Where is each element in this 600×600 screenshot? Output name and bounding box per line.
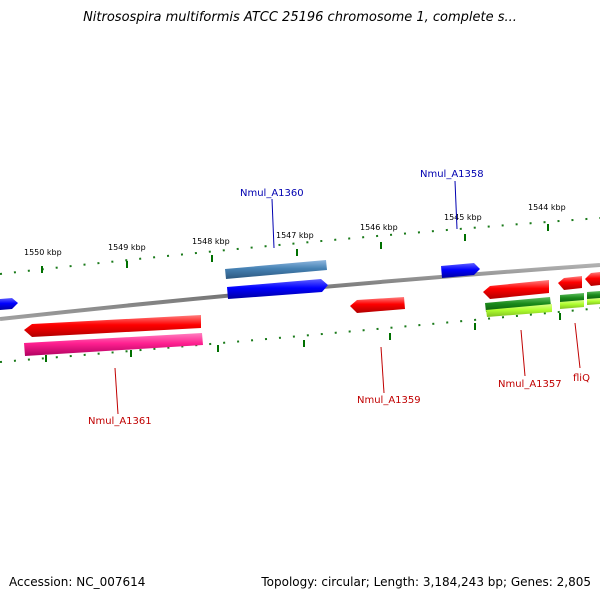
gene-label-nmul-a1359[interactable]: Nmul_A1359 bbox=[357, 395, 421, 406]
map-title: Nitrosospira multiformis ATCC 25196 chro… bbox=[83, 10, 517, 25]
reverse-gene-labels: Nmul_A1361 Nmul_A1359 Nmul_A1357 fliQ bbox=[88, 373, 590, 427]
gene-right-red[interactable] bbox=[585, 272, 600, 286]
gene-right-green[interactable] bbox=[587, 291, 600, 300]
gene-left-blue[interactable] bbox=[0, 298, 18, 310]
scale-label: 1548 kbp bbox=[192, 237, 230, 246]
gene-nmul-a1361-pink[interactable] bbox=[24, 333, 203, 356]
upper-scale-line bbox=[0, 217, 600, 275]
scale-labels: 1550 kbp 1549 kbp 1548 kbp 1547 kbp 1546… bbox=[24, 203, 566, 257]
scale-label: 1550 kbp bbox=[24, 248, 62, 257]
forward-leader-lines bbox=[271, 180, 458, 249]
scale-label: 1545 kbp bbox=[444, 213, 482, 222]
gene-label-nmul-a1360[interactable]: Nmul_A1360 bbox=[240, 188, 304, 199]
gene-nmul-a1361[interactable] bbox=[24, 315, 201, 337]
forward-gene-labels: Nmul_A1360 Nmul_A1358 bbox=[240, 169, 484, 199]
lower-scale-line bbox=[0, 307, 600, 363]
gene-nmul-a1360[interactable] bbox=[227, 279, 328, 299]
gene-label-nmul-a1361[interactable]: Nmul_A1361 bbox=[88, 416, 152, 427]
accession-text: Accession: NC_007614 bbox=[9, 575, 146, 589]
scale-label: 1544 kbp bbox=[528, 203, 566, 212]
gene-nmul-a1357[interactable] bbox=[483, 280, 549, 299]
gene-nmul-a1357-green[interactable] bbox=[485, 297, 551, 312]
upper-major-ticks bbox=[41, 224, 549, 273]
gene-label-nmul-a1357[interactable]: Nmul_A1357 bbox=[498, 379, 562, 390]
gene-nmul-a1358[interactable] bbox=[441, 263, 480, 278]
reverse-leader-lines bbox=[114, 322, 581, 415]
lower-major-ticks bbox=[45, 313, 561, 362]
scale-label: 1549 kbp bbox=[108, 243, 146, 252]
gene-nmul-a1360-upper[interactable] bbox=[225, 260, 327, 279]
scale-label: 1546 kbp bbox=[360, 223, 398, 232]
gene-label-fliq[interactable]: fliQ bbox=[573, 373, 590, 384]
gene-nmul-a1357-lime[interactable] bbox=[486, 304, 552, 317]
gene-right-lime[interactable] bbox=[587, 298, 600, 305]
scale-label: 1547 kbp bbox=[276, 231, 314, 240]
gene-label-nmul-a1358[interactable]: Nmul_A1358 bbox=[420, 169, 484, 180]
gene-fliq-lime[interactable] bbox=[560, 300, 584, 309]
gene-nmul-a1359[interactable] bbox=[350, 297, 405, 313]
genome-summary-text: Topology: circular; Length: 3,184,243 bp… bbox=[261, 575, 591, 589]
gene-fliq[interactable] bbox=[558, 276, 582, 290]
